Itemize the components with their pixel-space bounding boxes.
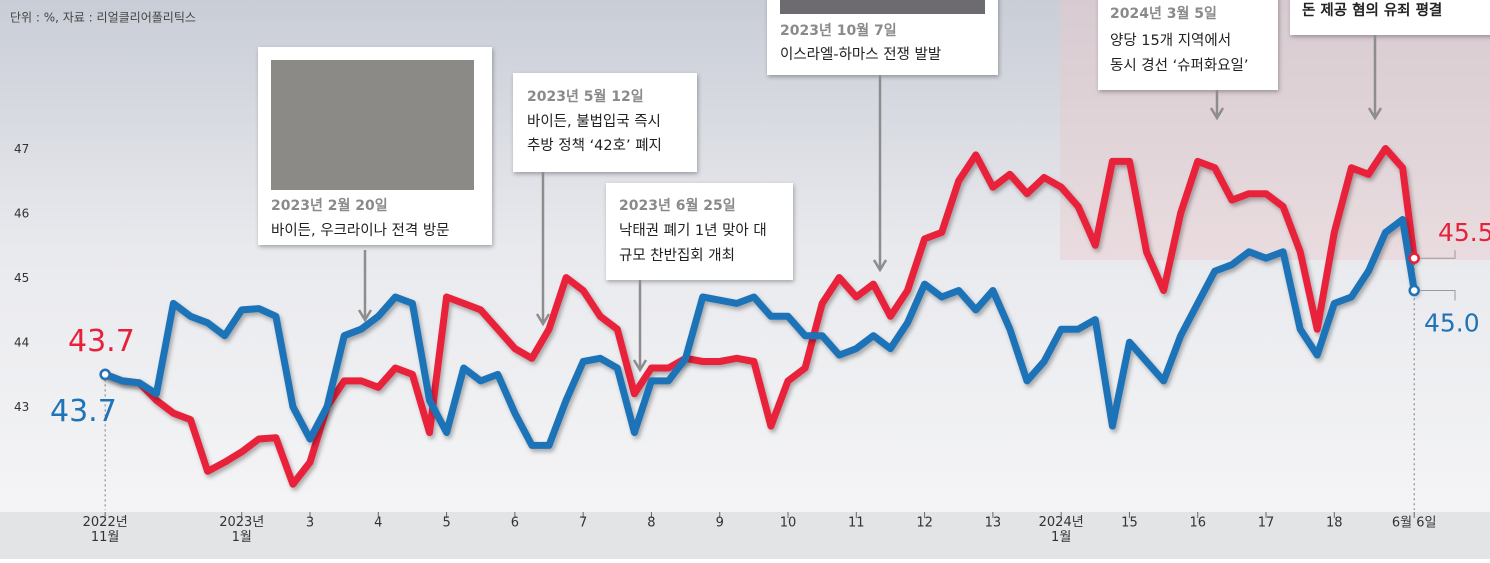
x-tick-label: 15 [1121,516,1138,531]
x-tick-label: 3 [306,516,314,531]
annotation-text: 추방 정책 ‘42호’ 폐지 [527,137,662,154]
y-tick-label: 45 [14,271,29,285]
x-tick-label: 4 [374,516,382,531]
value-label: 45.5 [1438,218,1490,247]
chart: 단위 : %, 자료 : 리얼클리어폴리틱스 43444546472022년11… [0,0,1490,559]
annotation-date: 2024년 3월 5일 [1110,5,1217,22]
annotation-date: 2023년 6월 25일 [619,197,736,214]
value-label: 45.0 [1424,309,1480,338]
x-tick-label: 5 [442,516,450,531]
x-tick-label: 6 [511,516,519,531]
photo [271,60,474,190]
annotation-text: 낙태권 폐기 1년 맞아 대 [619,222,767,239]
annotation-text: 이스라엘-하마스 전쟁 발발 [780,46,941,63]
x-tick-label: 16 [1189,516,1206,531]
end-marker [1410,254,1419,263]
x-tick-label: 9 [716,516,724,531]
annotation-text: 돈 제공 혐의 유죄 평결 [1302,1,1442,19]
x-tick-label: 13 [985,516,1002,531]
photo [780,0,985,14]
value-label: 43.7 [68,324,135,359]
x-tick-label: 7 [579,516,587,531]
end-marker [101,370,110,379]
x-tick-label: 8 [647,516,655,531]
value-label: 43.7 [50,394,117,429]
x-tick-label: 6월 6일 [1392,516,1437,531]
end-marker [1410,286,1419,295]
annotation-text: 동시 경선 ‘슈퍼화요일’ [1110,57,1249,74]
annotation-date: 2023년 5월 12일 [527,88,644,105]
y-tick-label: 44 [14,336,29,350]
y-tick-label: 47 [14,142,29,156]
source: 단위 : %, 자료 : 리얼클리어폴리틱스 [10,11,196,25]
annotation-date: 2023년 10월 7일 [780,22,897,39]
x-tick-label: 11 [848,516,865,531]
x-tick-label: 17 [1258,516,1275,531]
y-tick-label: 43 [14,400,29,414]
x-tick-label: 18 [1326,516,1343,531]
x-tick-label: 12 [916,516,933,531]
annotation-text: 바이든, 불법입국 즉시 [527,113,661,130]
annotation-text: 바이든, 우크라이나 전격 방문 [271,222,450,239]
annotation-text: 양당 15개 지역에서 [1110,32,1231,49]
y-tick-label: 46 [14,206,29,220]
x-tick-label: 10 [780,516,797,531]
annotation-date: 2023년 2월 20일 [271,197,388,214]
annotation-text: 규모 찬반집회 개최 [619,247,735,264]
